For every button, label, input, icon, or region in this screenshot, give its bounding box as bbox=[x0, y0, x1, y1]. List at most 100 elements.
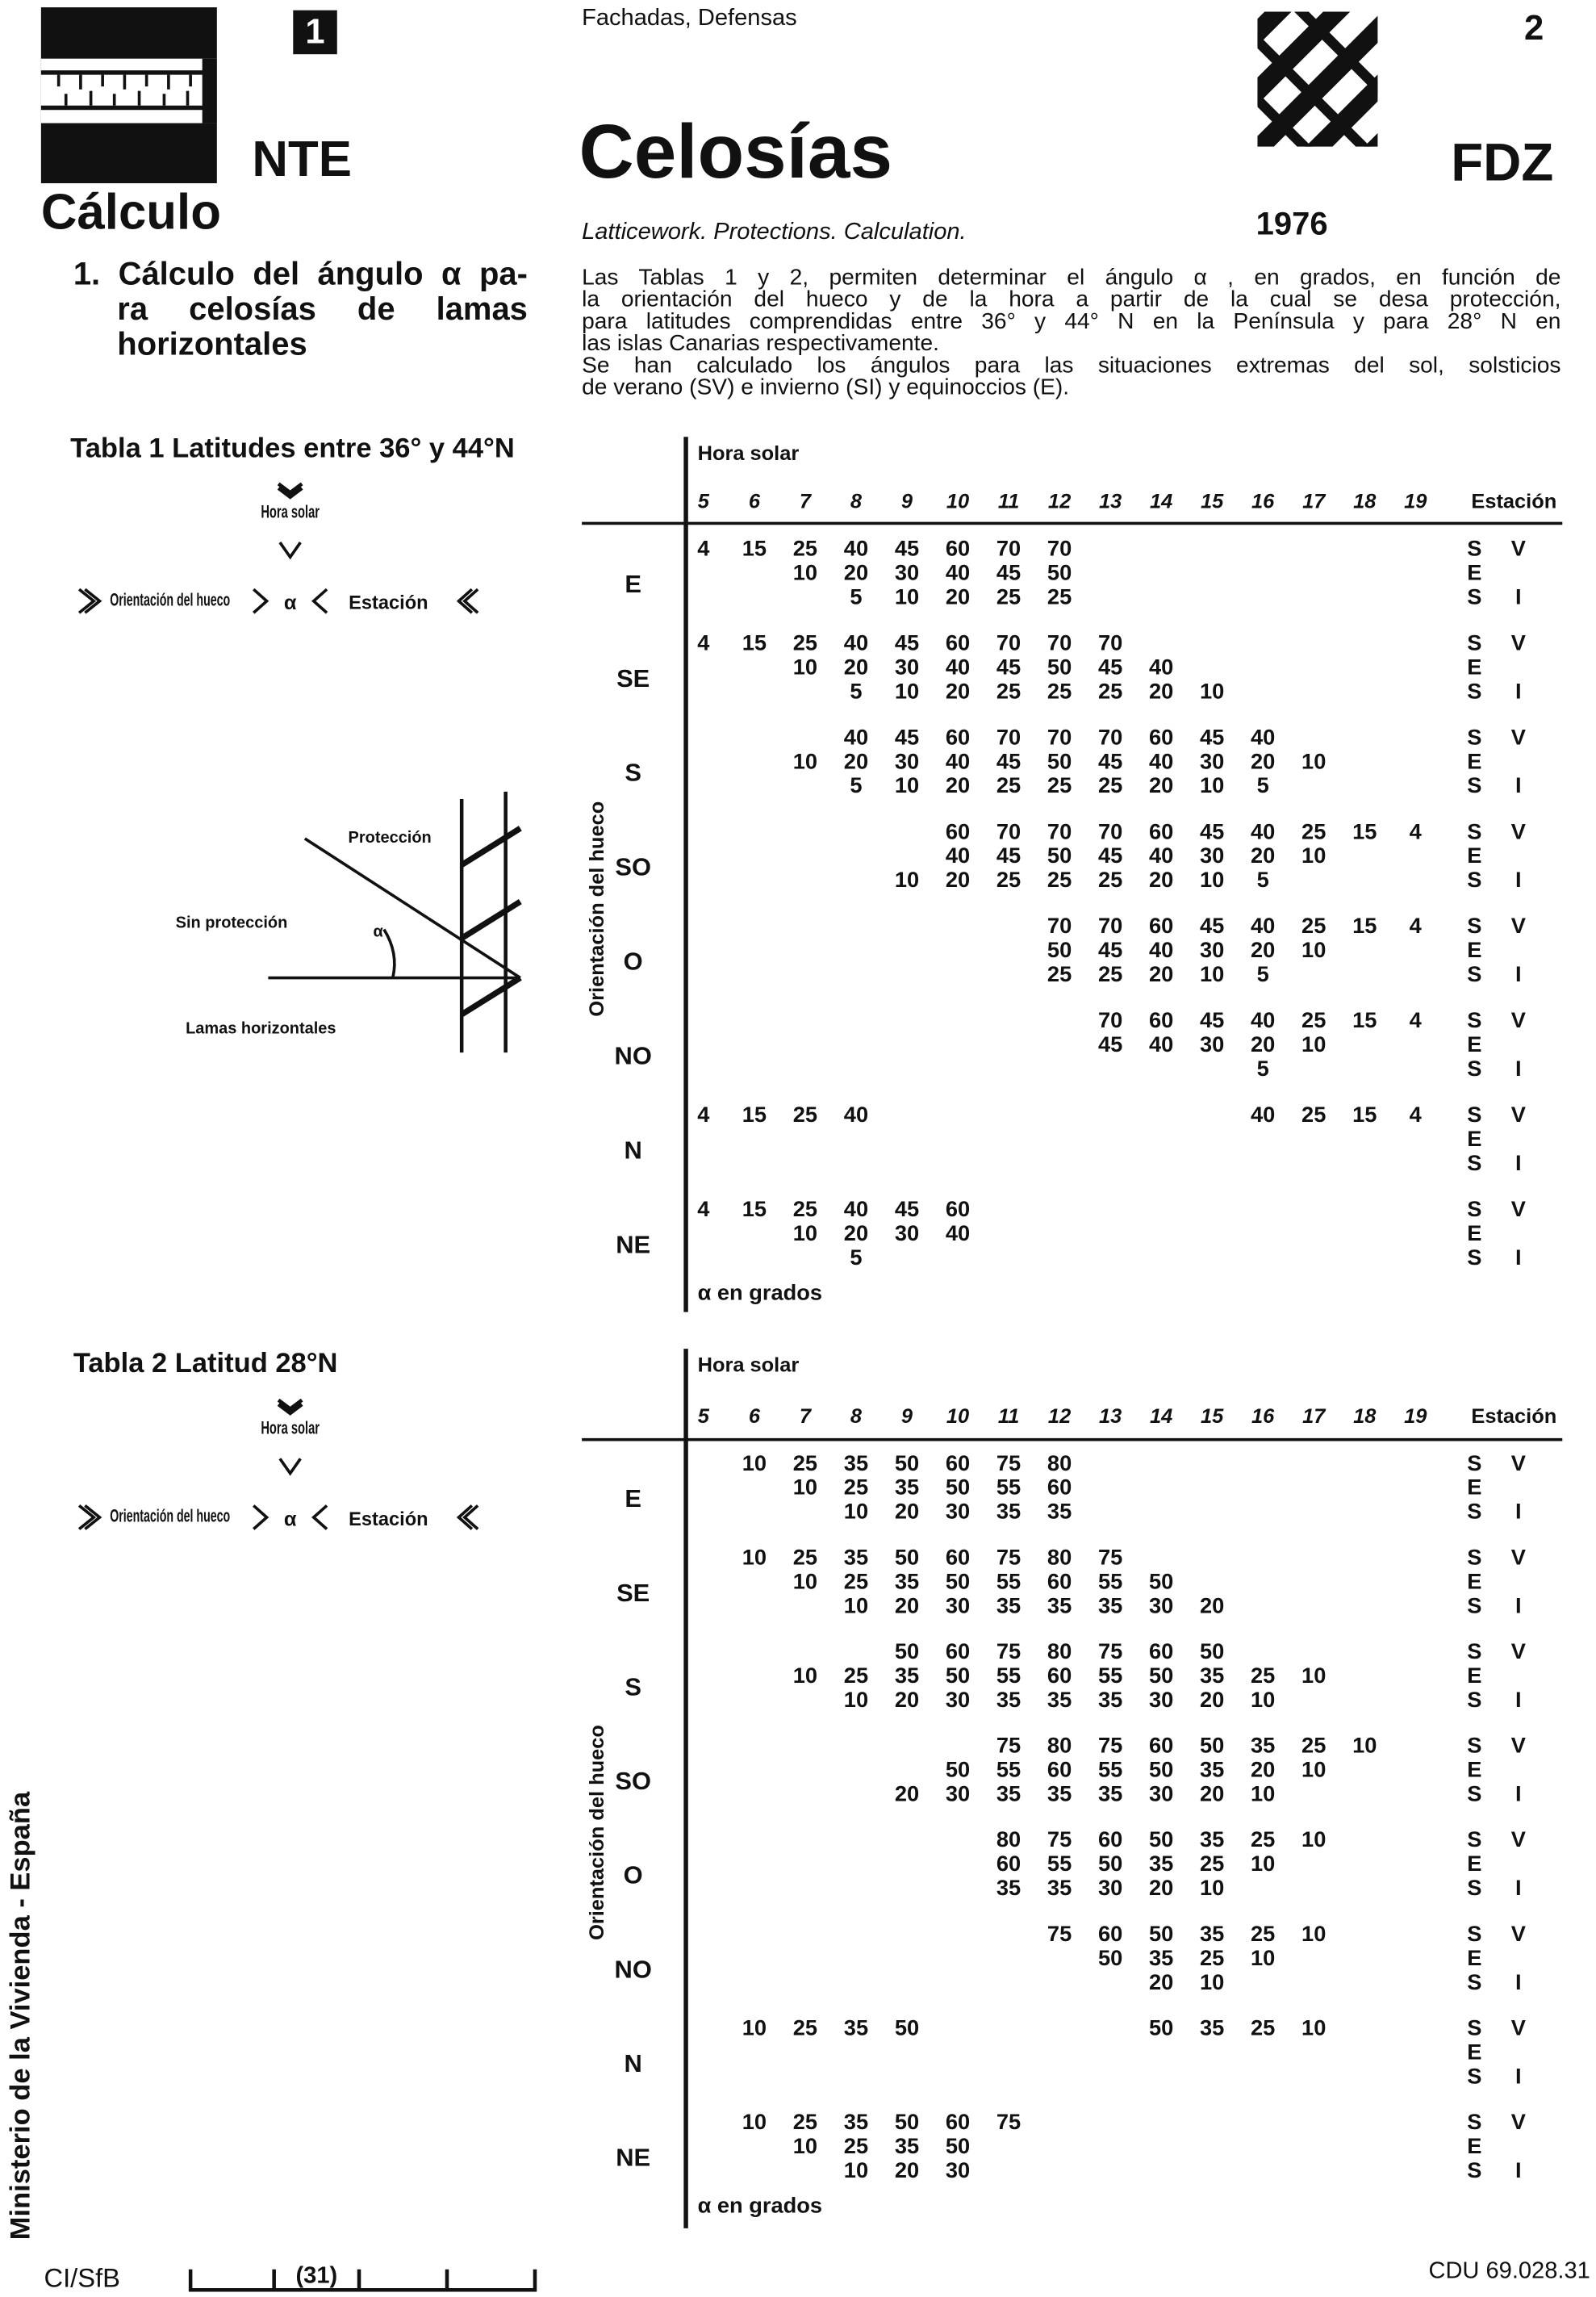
season: I bbox=[1515, 772, 1522, 797]
cell-value: 25 bbox=[1251, 2015, 1275, 2040]
cell-value: 75 bbox=[1098, 1544, 1122, 1569]
season: I bbox=[1515, 961, 1522, 986]
hour: 19 bbox=[1404, 1405, 1427, 1428]
orientation: E bbox=[625, 1484, 641, 1513]
series: NTE bbox=[252, 132, 352, 188]
cell-value: 10 bbox=[1251, 1945, 1275, 1970]
orientation: O bbox=[624, 948, 643, 976]
season: S bbox=[1467, 1921, 1481, 1946]
cell-value: 10 bbox=[1301, 937, 1326, 962]
cell-value: 60 bbox=[946, 2109, 970, 2134]
season: V bbox=[1511, 1196, 1526, 1221]
cell-value: 10 bbox=[742, 1544, 767, 1569]
orientation: SE bbox=[616, 1579, 650, 1607]
cell-value: 5 bbox=[1257, 961, 1269, 986]
cell-value: 55 bbox=[996, 1475, 1021, 1500]
hour: 11 bbox=[998, 1405, 1019, 1428]
season: E bbox=[1467, 937, 1481, 962]
season: S bbox=[1467, 1150, 1481, 1175]
season: S bbox=[1467, 1102, 1481, 1127]
orientation: N bbox=[625, 1136, 642, 1165]
cell-value: 45 bbox=[1200, 818, 1224, 843]
cell-value: 35 bbox=[1047, 1687, 1072, 1712]
cell-value: 5 bbox=[850, 584, 862, 609]
class-code: (31) bbox=[296, 2263, 338, 2289]
intro-line: Las Tablas 1 y 2, permiten determinar el… bbox=[582, 265, 1561, 291]
season: I bbox=[1515, 1245, 1522, 1270]
cell-value: 60 bbox=[1149, 1638, 1173, 1663]
cell-value: 50 bbox=[1149, 1826, 1173, 1851]
cell-value: 35 bbox=[895, 1663, 919, 1688]
cell-value: 30 bbox=[1149, 1781, 1173, 1806]
cell-value: 25 bbox=[793, 1450, 817, 1475]
season: S bbox=[1467, 2109, 1481, 2134]
cell-value: 35 bbox=[1149, 1945, 1173, 1970]
cell-value: 5 bbox=[850, 772, 862, 797]
cell-value: 55 bbox=[1047, 1851, 1072, 1876]
hour: 16 bbox=[1251, 1405, 1275, 1428]
orientation: S bbox=[625, 1672, 641, 1701]
cell-value: 70 bbox=[996, 535, 1021, 560]
key-arrow bbox=[77, 1504, 479, 1530]
cell-value: 30 bbox=[1149, 1687, 1173, 1712]
season: V bbox=[1511, 818, 1526, 843]
season: S bbox=[1467, 1875, 1481, 1900]
cell-value: 70 bbox=[1047, 535, 1072, 560]
cell-value: 50 bbox=[1047, 748, 1072, 773]
cell-value: 40 bbox=[1251, 724, 1275, 749]
hour: 12 bbox=[1048, 1405, 1071, 1428]
season: S bbox=[1467, 1245, 1481, 1270]
season: I bbox=[1515, 1056, 1522, 1081]
season: E bbox=[1467, 748, 1481, 773]
cell-value: 35 bbox=[1200, 1663, 1224, 1688]
season: V bbox=[1511, 2015, 1526, 2040]
season: E bbox=[1467, 2133, 1481, 2158]
cell-value: 10 bbox=[793, 559, 817, 584]
cell-value: 70 bbox=[996, 818, 1021, 843]
cell-value: 50 bbox=[1098, 1851, 1122, 1876]
cell-value: 20 bbox=[844, 1220, 868, 1245]
cell-value: 25 bbox=[996, 678, 1021, 703]
cell-value: 50 bbox=[946, 1757, 970, 1782]
unit-note: α en grados bbox=[698, 2193, 822, 2218]
season: S bbox=[1467, 1056, 1481, 1081]
label-slats: Lamas horizontales bbox=[186, 1019, 336, 1037]
cell-value: 20 bbox=[895, 1499, 919, 1524]
cell-value: 60 bbox=[1047, 1568, 1072, 1593]
footer-ruler bbox=[188, 2269, 537, 2292]
cell-value: 60 bbox=[1149, 818, 1173, 843]
category: Fachadas, Defensas bbox=[582, 6, 797, 31]
season: I bbox=[1515, 1592, 1522, 1617]
cell-value: 35 bbox=[1200, 1921, 1224, 1946]
cell-value: 10 bbox=[1200, 772, 1224, 797]
cell-value: 60 bbox=[946, 818, 970, 843]
cell-value: 40 bbox=[946, 843, 970, 868]
cell-value: 10 bbox=[1301, 748, 1326, 773]
season: S bbox=[1467, 1196, 1481, 1221]
cell-value: 25 bbox=[1301, 818, 1326, 843]
hour: 8 bbox=[850, 1405, 863, 1428]
cell-value: 35 bbox=[1098, 1781, 1122, 1806]
cell-value: 60 bbox=[946, 1450, 970, 1475]
orientation: NE bbox=[616, 1231, 650, 1259]
cell-value: 20 bbox=[946, 867, 970, 892]
cell-value: 20 bbox=[1149, 961, 1173, 986]
orientation: NO bbox=[615, 1955, 652, 1983]
cell-value: 35 bbox=[1200, 1826, 1224, 1851]
season: S bbox=[1467, 2063, 1481, 2088]
season: V bbox=[1511, 1007, 1526, 1032]
season: I bbox=[1515, 1499, 1522, 1524]
cell-value: 50 bbox=[895, 2015, 919, 2040]
cell-value: 25 bbox=[1251, 1921, 1275, 1946]
cell-value: 45 bbox=[1200, 724, 1224, 749]
season: S bbox=[1467, 1733, 1481, 1758]
cell-value: 75 bbox=[1098, 1733, 1122, 1758]
season: S bbox=[1467, 584, 1481, 609]
cell-value: 30 bbox=[1098, 1875, 1122, 1900]
season-header: Estación bbox=[1471, 1405, 1556, 1428]
season: S bbox=[1467, 1826, 1481, 1851]
key-orientation: Orientación del hueco bbox=[110, 589, 230, 609]
cell-value: 25 bbox=[1301, 1102, 1326, 1127]
